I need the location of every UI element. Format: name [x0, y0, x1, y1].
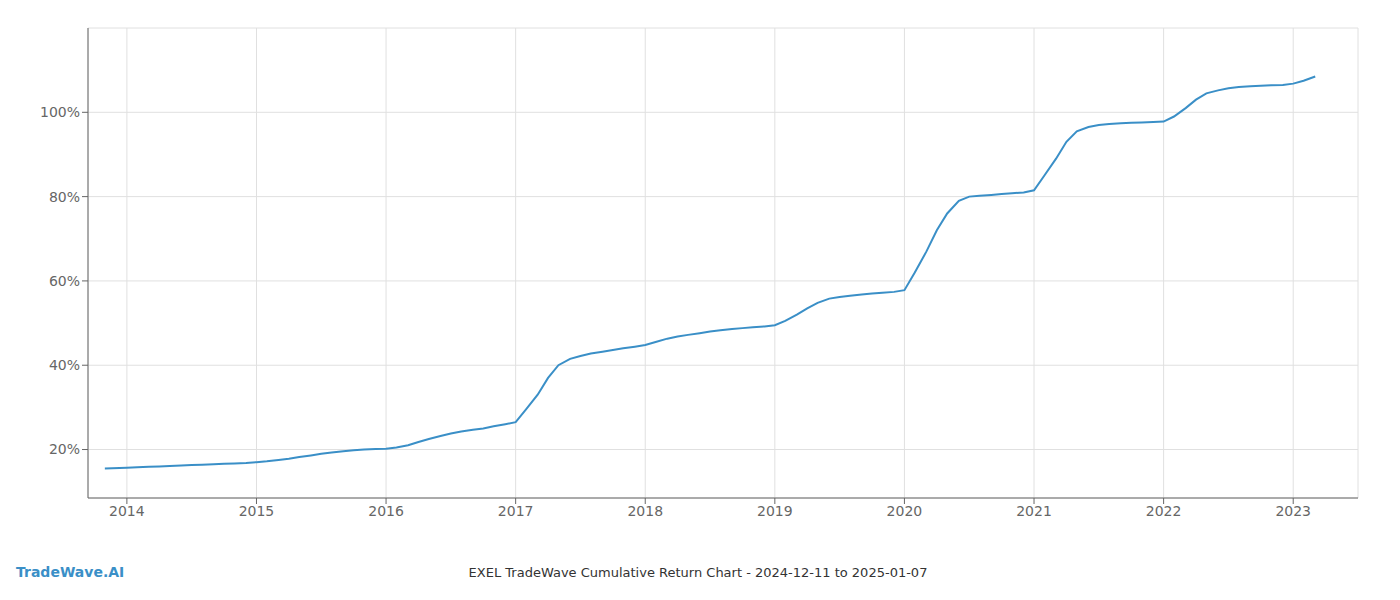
svg-text:2023: 2023 — [1275, 503, 1311, 519]
svg-text:2022: 2022 — [1146, 503, 1182, 519]
svg-text:2015: 2015 — [239, 503, 275, 519]
html-text:EXEL TradeWave Cumulative Retu: EXEL TradeWave Cumulative Return Chart -… — [468, 565, 928, 580]
svg-text:2018: 2018 — [627, 503, 663, 519]
svg-text:60%: 60% — [49, 273, 80, 289]
svg-text:40%: 40% — [49, 357, 80, 373]
svg-text:2019: 2019 — [757, 503, 793, 519]
svg-text:2021: 2021 — [1016, 503, 1052, 519]
svg-text:100%: 100% — [40, 104, 80, 120]
svg-text:80%: 80% — [49, 189, 80, 205]
svg-text:2020: 2020 — [887, 503, 923, 519]
svg-text:2014: 2014 — [109, 503, 145, 519]
svg-text:20%: 20% — [49, 441, 80, 457]
svg-text:2016: 2016 — [368, 503, 404, 519]
html-text:TradeWave.AI: TradeWave.AI — [16, 564, 125, 580]
svg-text:2017: 2017 — [498, 503, 534, 519]
